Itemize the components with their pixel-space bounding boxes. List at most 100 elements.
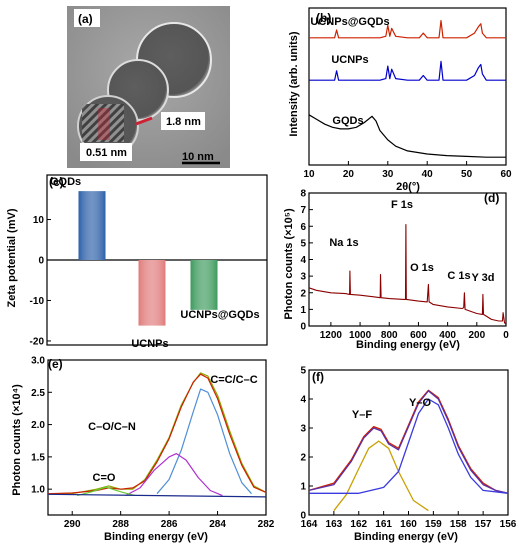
- label-box: [74, 9, 100, 27]
- y-tick-label: 0: [38, 256, 44, 267]
- x-tick-label: 164: [301, 519, 318, 530]
- panel-label-f: (f): [312, 370, 324, 384]
- x-tick-label: 282: [258, 519, 275, 530]
- y-tick-label: 6: [300, 222, 306, 233]
- y-axis-label: Photon counts (×10⁵): [283, 208, 295, 320]
- plot-frame: [308, 7, 507, 166]
- y-tick-label: 2.5: [31, 388, 45, 399]
- x-tick-label: 159: [425, 519, 442, 530]
- series-line: [125, 453, 223, 497]
- x-tick-label: 284: [209, 519, 226, 530]
- y-tick-label: 1.0: [31, 485, 45, 496]
- y-tick-label: 3: [300, 272, 306, 283]
- lattice-label-2: 0.51 nm: [86, 147, 127, 159]
- series-line: [308, 114, 506, 158]
- x-axis-label: Binding energy (eV): [356, 339, 460, 351]
- series-label: UCNPs: [331, 54, 368, 66]
- x-tick-label: 286: [161, 519, 178, 530]
- peak-label: Y–O: [409, 397, 431, 409]
- x-tick-label: 40: [422, 169, 434, 180]
- series-line: [333, 440, 429, 512]
- series-line: [309, 60, 506, 81]
- y-tick-label: 5: [300, 238, 306, 249]
- x-tick-label: 158: [450, 519, 467, 530]
- series-line: [47, 372, 267, 495]
- y-tick-label: 0: [300, 322, 306, 333]
- series-line: [76, 486, 136, 497]
- x-tick-label: 157: [475, 519, 492, 530]
- peak-label: Y–F: [352, 409, 372, 421]
- y-tick-label: 8: [300, 189, 306, 200]
- y-tick-label: 1: [300, 305, 306, 316]
- panel-label-e: (e): [48, 357, 63, 371]
- panel-label-b: (b): [316, 11, 331, 25]
- y-tick-label: 2.0: [31, 420, 45, 431]
- x-tick-label: 20: [343, 169, 355, 180]
- x-tick-label: 161: [375, 519, 392, 530]
- series-label: UCNPs@GQDs: [310, 16, 389, 28]
- series-line: [47, 373, 267, 495]
- x-tick-label: 162: [350, 519, 367, 530]
- y-tick-label: 2: [300, 453, 306, 464]
- scale-bar-label: 10 nm: [182, 151, 214, 163]
- x-tick-label: 60: [500, 169, 512, 180]
- panel-label-d: (d): [484, 191, 499, 205]
- peak-label: C–O/C–N: [88, 421, 136, 433]
- lattice-fringes: [82, 104, 124, 142]
- x-tick-label: 50: [461, 169, 473, 180]
- fringe-marker: [135, 116, 153, 126]
- y-axis-label: Photon counts (×10⁴): [11, 384, 23, 496]
- series-line: [309, 398, 509, 494]
- x-tick-label: 156: [500, 519, 517, 530]
- y-tick-label: 2: [300, 288, 306, 299]
- label-box: [80, 143, 132, 161]
- panel-label-c: (c): [49, 175, 64, 189]
- y-tick-label: 5: [300, 366, 306, 377]
- series-line: [308, 390, 509, 494]
- plot-frame: [308, 192, 507, 327]
- bar-shine: [138, 260, 166, 326]
- x-tick-label: 200: [468, 330, 485, 341]
- fringe-highlight: [98, 108, 110, 140]
- plot-frame: [47, 359, 267, 516]
- series-line: [309, 20, 506, 39]
- series-label: GQDs: [332, 115, 363, 127]
- category-label: GQDs: [50, 176, 81, 188]
- x-axis-label: Binding energy (eV): [104, 531, 208, 543]
- x-tick-label: 600: [410, 330, 427, 341]
- y-tick-label: -10: [30, 296, 45, 307]
- peak-label: Y 3d: [471, 272, 494, 284]
- y-tick-label: -20: [30, 336, 45, 347]
- x-tick-label: 290: [64, 519, 81, 530]
- x-tick-label: 288: [112, 519, 129, 530]
- series-line: [308, 224, 507, 325]
- bar-shine: [190, 260, 218, 310]
- y-tick-label: 1: [300, 482, 306, 493]
- x-tick-label: 30: [382, 169, 394, 180]
- panel-label-a: (a): [78, 12, 93, 26]
- y-tick-label: 0: [300, 511, 306, 522]
- tem-panel: (a) 1.8 nm 0.51 nm 10 nm: [67, 6, 230, 168]
- x-tick-label: 1200: [320, 330, 343, 341]
- x-tick-label: 163: [326, 519, 343, 530]
- y-tick-label: 7: [300, 205, 306, 216]
- peak-label: C 1s: [447, 270, 470, 282]
- x-tick-label: 800: [381, 330, 398, 341]
- peak-label: F 1s: [391, 199, 413, 211]
- y-tick-label: 1.5: [31, 452, 45, 463]
- y-axis-label: Intensity (arb. units): [288, 31, 300, 136]
- peak-label: O 1s: [410, 262, 434, 274]
- lattice-label-1: 1.8 nm: [166, 116, 201, 128]
- series-line: [47, 493, 267, 498]
- x-axis-label: Binding energy (eV): [354, 531, 458, 543]
- category-label: UCNPs: [131, 338, 168, 350]
- series-line: [156, 388, 252, 495]
- x-tick-label: 0: [503, 330, 509, 341]
- x-tick-label: 1000: [349, 330, 372, 341]
- y-tick-label: 10: [33, 215, 45, 226]
- peak-label: C=C/C–C: [210, 374, 257, 386]
- category-label: UCNPs@GQDs: [180, 309, 259, 321]
- y-tick-label: 3: [300, 424, 306, 435]
- peak-label: Na 1s: [329, 237, 358, 249]
- y-axis-label: Zeta potential (mV): [6, 208, 18, 307]
